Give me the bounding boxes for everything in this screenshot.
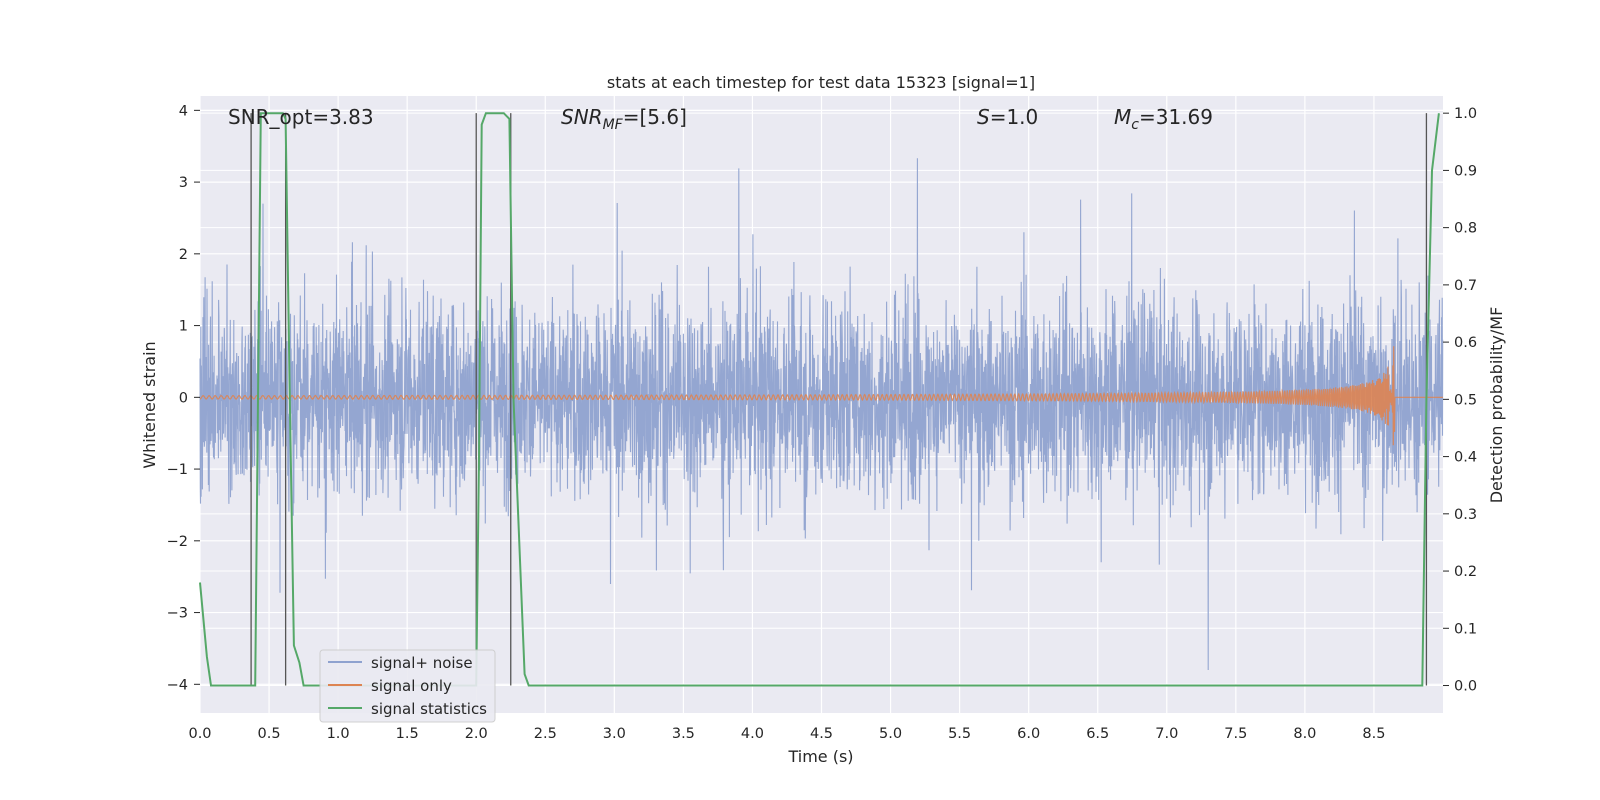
- y-right-tick-label: 0.0: [1454, 679, 1477, 695]
- x-tick-label: 5.5: [948, 726, 971, 742]
- x-tick-label: 0.5: [258, 726, 281, 742]
- annotation-snr-mf: SNRMF=[5.6]: [561, 105, 687, 133]
- y-right-axis-label: Detection probability/MF: [1487, 307, 1506, 504]
- y-right-tick-label: 0.4: [1454, 450, 1477, 466]
- y-right-tick-label: 1.0: [1454, 106, 1477, 122]
- y-right-tick-label: 0.3: [1454, 507, 1477, 523]
- y-tick-labels: −4 −3 −2 −1 0 1 2 3 4: [167, 103, 200, 693]
- series-signal-only: [199, 346, 1443, 446]
- x-tick-label: 7.0: [1155, 726, 1178, 742]
- legend-label-statistics: signal statistics: [371, 700, 487, 718]
- x-tick-label: 4.5: [810, 726, 833, 742]
- x-axis-label: Time (s): [787, 747, 853, 766]
- y-tick-label: 2: [179, 247, 188, 263]
- x-tick-label: 6.0: [1017, 726, 1040, 742]
- x-tick-label: 2.0: [465, 726, 488, 742]
- x-tick-labels: 0.0 0.5 1.0 1.5 2.0 2.5 3.0 3.5 4.0 4.5 5.0 5.5 6.0 6…: [188, 726, 1385, 742]
- y-right-tick-label: 0.9: [1454, 163, 1477, 179]
- x-tick-label: 0.0: [188, 726, 211, 742]
- y-right-tick-label: 0.2: [1454, 564, 1477, 580]
- y-right-tick-label: 0.7: [1454, 278, 1477, 294]
- x-tick-label: 2.5: [534, 726, 557, 742]
- y-tick-label: −3: [167, 606, 188, 622]
- y-right-tick-label: 0.8: [1454, 221, 1477, 237]
- x-tick-label: 3.0: [603, 726, 626, 742]
- y-tick-label: 4: [179, 103, 188, 119]
- y-right-tick-label: 0.1: [1454, 621, 1477, 637]
- annotation-mc: Mc=31.69: [1114, 105, 1213, 133]
- y-right-tick-label: 0.5: [1454, 392, 1477, 408]
- legend: signal+ noise signal only signal statist…: [319, 649, 496, 723]
- x-tick-label: 6.5: [1086, 726, 1109, 742]
- x-tick-label: 8.5: [1362, 726, 1385, 742]
- chart-title: stats at each timestep for test data 153…: [607, 73, 1035, 92]
- y-tick-label: 0: [179, 390, 188, 406]
- y-tick-label: 1: [179, 319, 188, 335]
- series-signal-noise: [199, 158, 1444, 671]
- annotation-s: S=1.0: [977, 105, 1038, 129]
- y-right-tick-labels: 0.0 0.1 0.2 0.3 0.4 0.5 0.6 0.7 0.8 0.9 1.0: [1443, 106, 1477, 695]
- x-tick-label: 5.0: [879, 726, 902, 742]
- x-tick-label: 3.5: [672, 726, 695, 742]
- y-right-tick-label: 0.6: [1454, 335, 1477, 351]
- plot-area: [199, 158, 1444, 671]
- annotation-snr-opt: SNR_opt=3.83: [228, 105, 374, 129]
- annotations: SNR_opt=3.83 SNRMF=[5.6] S=1.0 Mc=31.69: [228, 105, 1213, 133]
- x-tick-label: 7.5: [1224, 726, 1247, 742]
- legend-label-signal: signal only: [371, 677, 452, 695]
- y-tick-label: −2: [167, 534, 188, 550]
- x-tick-label: 4.0: [741, 726, 764, 742]
- legend-box: [319, 649, 496, 723]
- x-tick-label: 1.5: [396, 726, 419, 742]
- x-tick-label: 1.0: [327, 726, 350, 742]
- y-tick-label: −1: [167, 462, 188, 478]
- y-tick-label: −4: [167, 677, 188, 693]
- y-tick-label: 3: [179, 175, 188, 191]
- x-tick-label: 8.0: [1293, 726, 1316, 742]
- legend-label-noise: signal+ noise: [371, 654, 473, 672]
- y-axis-label: Whitened strain: [140, 341, 159, 468]
